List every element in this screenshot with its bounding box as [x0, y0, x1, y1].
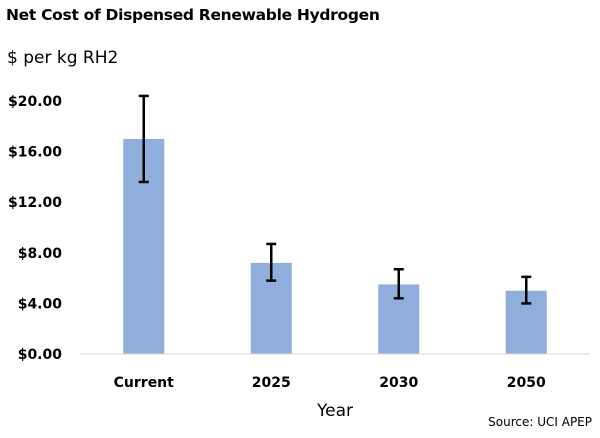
x-tick-label: 2030	[379, 375, 418, 391]
y-tick-label: $12.00	[8, 195, 62, 211]
y-tick-label: $8.00	[18, 246, 63, 262]
error-bars	[138, 94, 532, 305]
chart-title: Net Cost of Dispensed Renewable Hydrogen	[6, 6, 380, 24]
x-tick-label: 2025	[252, 375, 291, 391]
x-tick-label: 2050	[507, 375, 546, 391]
x-tick-label: Current	[114, 375, 175, 391]
error-bar-current	[138, 94, 149, 184]
bars	[123, 138, 547, 354]
error-bar-2025	[266, 242, 277, 282]
x-axis-ticks: Current 2025 2030 2050	[114, 375, 546, 391]
x-axis-title: Year	[316, 401, 353, 421]
source-note: Source: UCI APEP	[488, 415, 592, 429]
y-tick-label: $16.00	[8, 145, 62, 161]
y-tick-label: $20.00	[8, 94, 62, 110]
y-axis-ticks: $0.00 $4.00 $8.00 $12.00 $16.00 $20.00	[8, 94, 62, 363]
error-bar-2050	[521, 275, 532, 305]
y-axis-unit-label: $ per kg RH2	[7, 48, 119, 68]
y-tick-label: $4.00	[18, 296, 63, 312]
error-bar-2030	[393, 267, 404, 300]
y-tick-label: $0.00	[18, 347, 63, 363]
